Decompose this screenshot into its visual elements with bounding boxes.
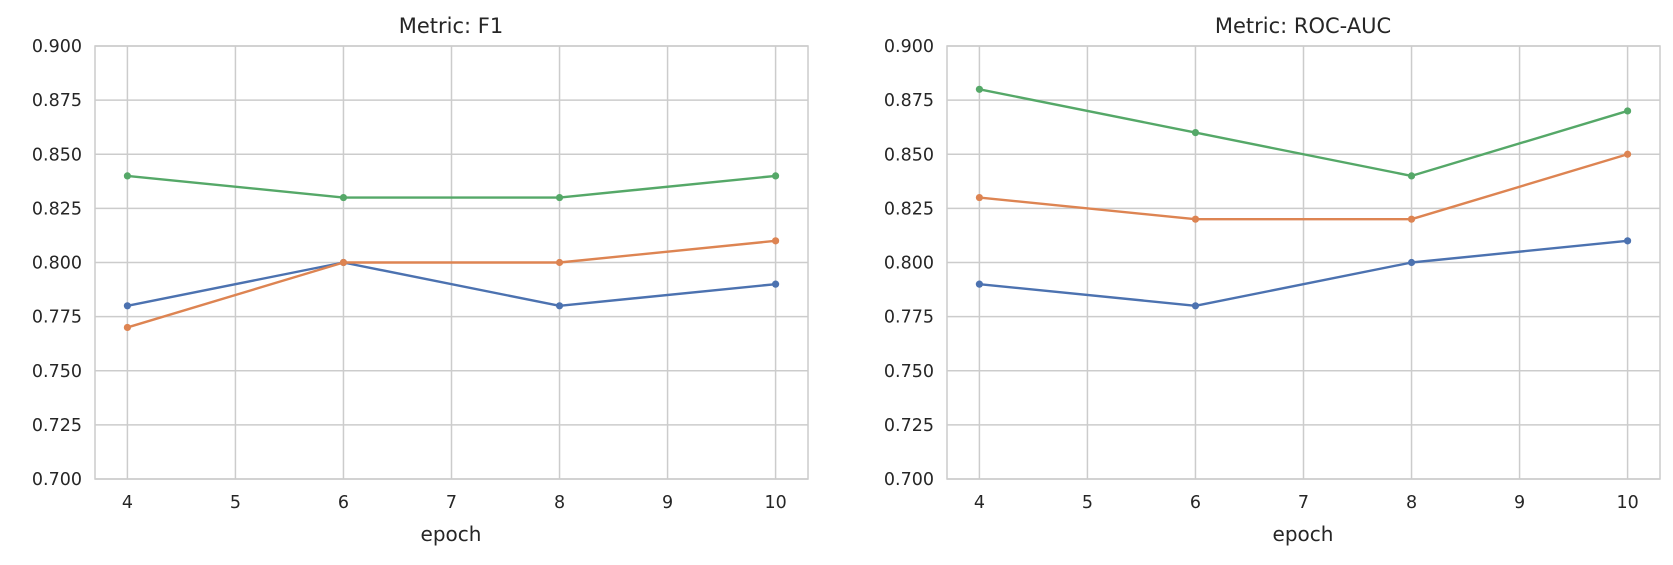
data-point-marker bbox=[1623, 107, 1632, 115]
data-point-marker bbox=[555, 302, 564, 310]
data-point-marker bbox=[1191, 129, 1200, 137]
y-tick-label: 0.850 bbox=[884, 145, 934, 165]
x-tick-label: 9 bbox=[1514, 493, 1525, 513]
y-gridlines bbox=[95, 45, 808, 480]
chart-roc-auc: 4 5 6 7 8 9 100.7000.7250.7500.7750.8000.8250.… bbox=[884, 37, 1661, 513]
series-orange bbox=[123, 237, 780, 332]
y-tick-label: 0.725 bbox=[32, 416, 82, 436]
x-tick-label: 6 bbox=[338, 493, 349, 513]
x-tick-label: 10 bbox=[764, 493, 786, 513]
y-tick-label: 0.900 bbox=[32, 37, 82, 57]
data-point-marker bbox=[975, 193, 984, 202]
data-point-marker bbox=[975, 85, 984, 93]
series-line bbox=[126, 261, 777, 307]
x-tick-label: 7 bbox=[1298, 493, 1309, 513]
data-point-marker bbox=[1623, 150, 1632, 158]
x-tick-label: 8 bbox=[554, 493, 565, 513]
x-tick-label: 7 bbox=[446, 493, 457, 513]
plots: 4 5 6 7 8 9 100.7000.7250.7500.7750.8000.8250.… bbox=[32, 37, 1661, 513]
data-point-marker bbox=[771, 237, 780, 245]
y-tick-label: 0.750 bbox=[32, 362, 82, 382]
x-tick-label: 10 bbox=[1616, 493, 1638, 513]
series-orange bbox=[975, 150, 1632, 223]
data-point-marker bbox=[1407, 172, 1416, 180]
x-tick-label: 5 bbox=[1082, 493, 1093, 513]
x-axis-label-roc-auc: epoch bbox=[1273, 522, 1334, 546]
y-tick-labels: 0.700 0.725 0.750 0.775 0.800 0.825 0.850 0.875… bbox=[32, 37, 82, 490]
y-tick-label: 0.825 bbox=[884, 199, 934, 219]
y-tick-label: 0.775 bbox=[32, 308, 82, 328]
data-point-marker bbox=[1407, 215, 1416, 223]
data-point-marker bbox=[123, 302, 132, 310]
series-green bbox=[123, 172, 780, 202]
x-axis-label-f1: epoch bbox=[421, 522, 482, 546]
y-tick-label: 0.900 bbox=[884, 37, 934, 57]
data-point-marker bbox=[123, 323, 132, 332]
x-tick-label: 4 bbox=[974, 493, 985, 513]
y-tick-label: 0.850 bbox=[32, 145, 82, 165]
data-point-marker bbox=[1407, 258, 1416, 267]
y-tick-label: 0.825 bbox=[32, 199, 82, 219]
data-point-marker bbox=[123, 172, 132, 180]
data-point-marker bbox=[1191, 302, 1200, 310]
y-tick-label: 0.800 bbox=[884, 254, 934, 274]
x-tick-labels: 4 5 6 7 8 9 10 bbox=[974, 493, 1639, 513]
data-point-marker bbox=[771, 280, 780, 288]
data-point-marker bbox=[555, 258, 564, 267]
data-point-marker bbox=[975, 280, 984, 288]
y-tick-label: 0.800 bbox=[32, 254, 82, 274]
chart-title-roc-auc: Metric: ROC-AUC bbox=[1215, 14, 1391, 38]
data-point-marker bbox=[1623, 237, 1632, 245]
y-tick-label: 0.875 bbox=[884, 91, 934, 111]
x-tick-labels: 4 5 6 7 8 9 10 bbox=[122, 493, 787, 513]
plot-border bbox=[946, 45, 1661, 480]
y-tick-label: 0.725 bbox=[884, 416, 934, 436]
series-line bbox=[126, 174, 777, 199]
y-tick-labels: 0.700 0.725 0.750 0.775 0.800 0.825 0.850 0.875… bbox=[884, 37, 934, 490]
x-tick-label: 4 bbox=[122, 493, 133, 513]
y-tick-label: 0.875 bbox=[32, 91, 82, 111]
x-tick-label: 9 bbox=[662, 493, 673, 513]
series-line bbox=[978, 88, 1629, 178]
x-tick-label: 8 bbox=[1406, 493, 1417, 513]
y-tick-label: 0.750 bbox=[884, 362, 934, 382]
x-tick-label: 5 bbox=[230, 493, 241, 513]
x-tick-label: 6 bbox=[1190, 493, 1201, 513]
data-point-marker bbox=[555, 193, 564, 202]
series-green bbox=[975, 85, 1632, 180]
data-point-marker bbox=[1191, 215, 1200, 223]
series-line bbox=[978, 153, 1629, 221]
plot-border bbox=[94, 45, 809, 480]
data-point-marker bbox=[339, 193, 348, 202]
chart-title-f1: Metric: F1 bbox=[399, 14, 503, 38]
y-tick-label: 0.700 bbox=[32, 470, 82, 490]
chart-f1: 4 5 6 7 8 9 100.7000.7250.7500.7750.8000.8250.… bbox=[32, 37, 809, 513]
data-point-marker bbox=[339, 258, 348, 267]
y-tick-label: 0.775 bbox=[884, 308, 934, 328]
series-line bbox=[126, 239, 777, 329]
y-tick-label: 0.700 bbox=[884, 470, 934, 490]
series-line bbox=[978, 239, 1629, 307]
series-blue bbox=[975, 237, 1632, 310]
data-point-marker bbox=[771, 172, 780, 180]
